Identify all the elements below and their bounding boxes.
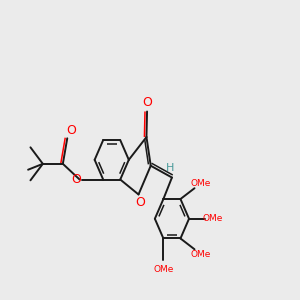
Text: OMe: OMe (153, 266, 174, 274)
Text: OMe: OMe (191, 179, 211, 188)
Text: OMe: OMe (202, 214, 223, 223)
Text: OMe: OMe (191, 250, 211, 259)
Text: H: H (166, 163, 175, 173)
Text: O: O (135, 196, 145, 209)
Text: O: O (142, 96, 152, 110)
Text: O: O (66, 124, 76, 137)
Text: O: O (72, 173, 82, 186)
